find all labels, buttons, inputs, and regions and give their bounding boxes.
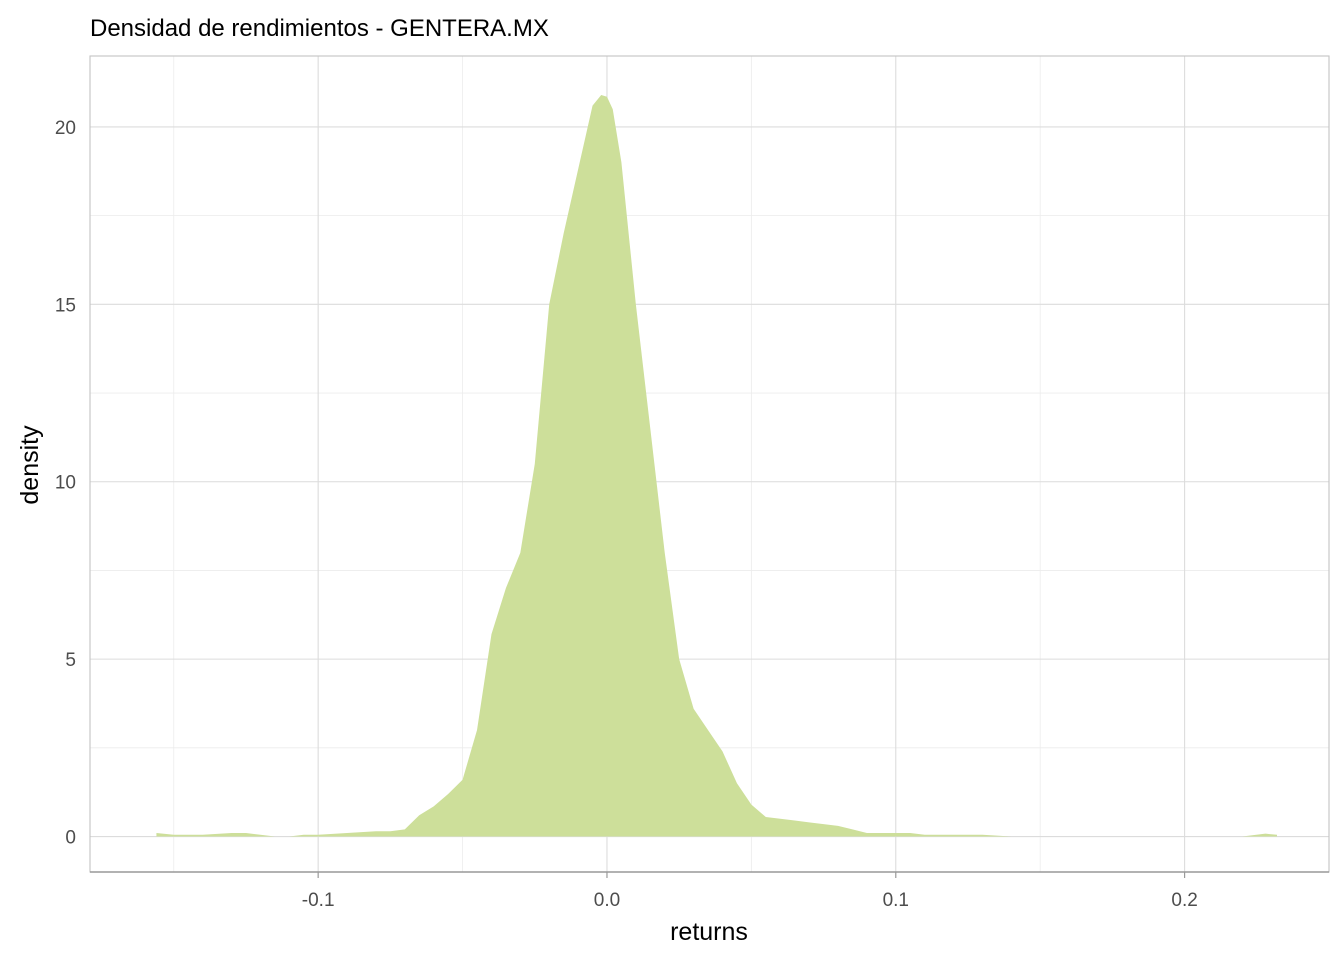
- y-axis-title: density: [16, 425, 44, 505]
- x-axis-ticks: -0.1 0.0 0.1 0.2: [302, 872, 1198, 911]
- plot-area: [156, 95, 1278, 837]
- x-axis-title: returns: [670, 918, 748, 946]
- y-tick-label: 20: [55, 118, 76, 139]
- chart-title: Densidad de rendimientos - GENTERA.MX: [90, 15, 549, 42]
- x-tick-label: 0.1: [883, 890, 909, 911]
- panel-border: [89, 55, 1330, 873]
- density-area: [156, 95, 1278, 837]
- y-tick-label: 5: [65, 650, 76, 671]
- x-tick-label: -0.1: [302, 890, 335, 911]
- y-axis-ticks: 0 5 10 15 20: [55, 118, 76, 849]
- x-tick-label: 0.2: [1171, 890, 1197, 911]
- x-tick-label: 0.0: [594, 890, 620, 911]
- y-tick-label: 0: [65, 828, 76, 849]
- y-tick-label: 10: [55, 473, 76, 494]
- y-tick-label: 15: [55, 295, 76, 316]
